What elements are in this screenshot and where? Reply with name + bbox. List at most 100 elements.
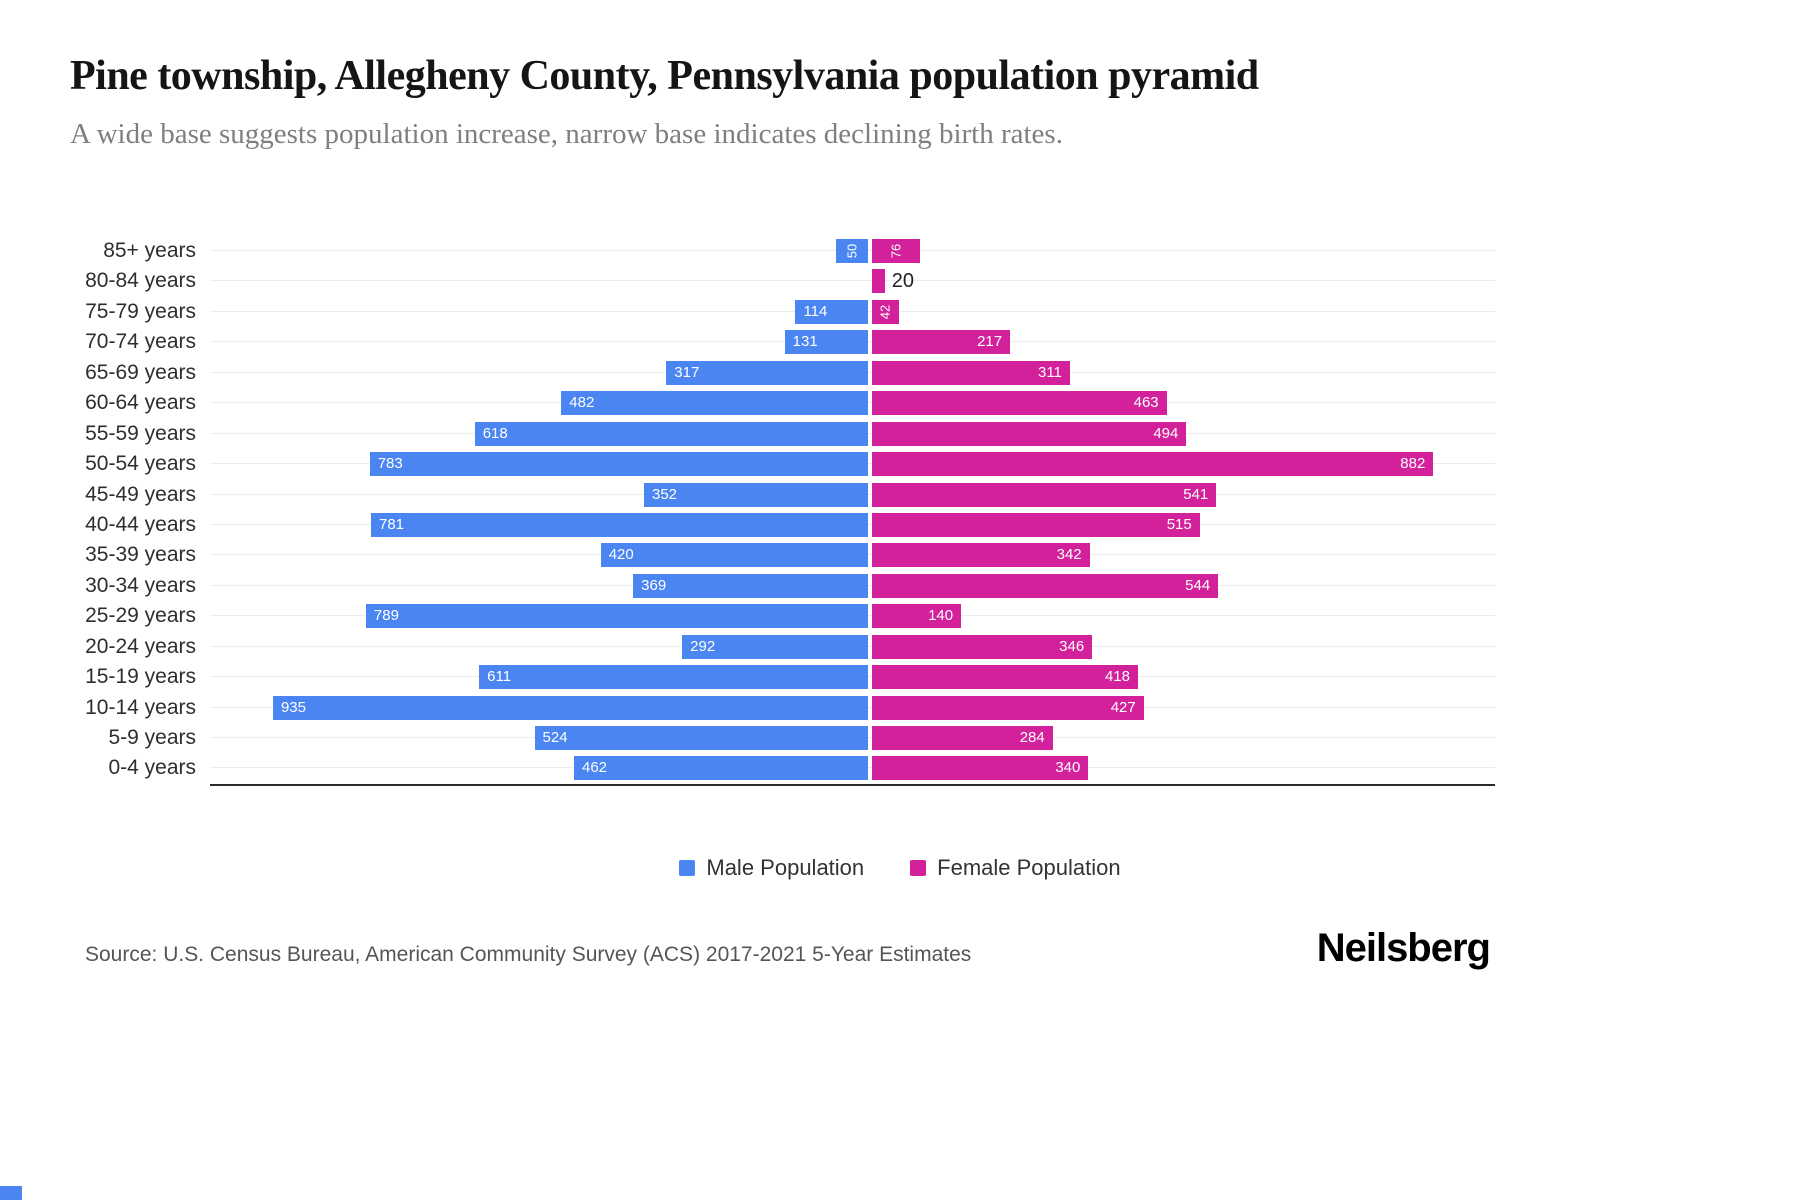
female-value-label: 140: [928, 607, 954, 625]
male-value-label: 292: [690, 637, 716, 655]
row-plot-area: 292 346: [210, 632, 1495, 662]
female-bar[interactable]: 882: [872, 452, 1434, 477]
female-value-label: 494: [1153, 424, 1179, 442]
age-group-label: 30-34 years: [85, 573, 196, 597]
pyramid-row: 30-34 years 369 544: [60, 571, 1495, 601]
pyramid-row: 65-69 years 317 311: [60, 358, 1495, 388]
male-bar[interactable]: 783: [369, 452, 868, 477]
legend-item-female[interactable]: Female Population: [910, 855, 1121, 881]
male-bar[interactable]: 50: [836, 239, 868, 263]
male-value-label: 131: [792, 333, 818, 351]
male-value-label: 420: [608, 546, 634, 564]
female-bar[interactable]: 544: [872, 573, 1219, 598]
female-value-label: 427: [1110, 698, 1136, 716]
legend-label-female: Female Population: [937, 855, 1121, 880]
row-plot-area: 369 544: [210, 571, 1495, 601]
age-group-label: 85+ years: [103, 239, 196, 262]
female-bar[interactable]: 340: [872, 756, 1089, 781]
male-bar[interactable]: 482: [561, 391, 868, 416]
age-group-label: 45-49 years: [85, 482, 196, 506]
pyramid-row: 70-74 years 131 217: [60, 327, 1495, 357]
male-value-label: 611: [487, 668, 512, 686]
pyramid-rows: 85+ years 50 76 80-84 years 20 75-79 years 114…: [60, 236, 1495, 784]
female-value-label: 42: [877, 304, 893, 320]
row-plot-area: 420 342: [210, 540, 1495, 570]
female-bar[interactable]: 284: [872, 726, 1053, 750]
male-bar[interactable]: 292: [682, 634, 868, 659]
male-bar[interactable]: 462: [573, 756, 868, 781]
female-value-label: 340: [1055, 759, 1081, 777]
male-bar[interactable]: 935: [272, 695, 868, 720]
male-bar[interactable]: 317: [666, 360, 868, 385]
female-value-label: 541: [1183, 485, 1209, 503]
pyramid-row: 50-54 years 783 882: [60, 449, 1495, 479]
male-bar[interactable]: 611: [479, 665, 868, 690]
age-group-label: 70-74 years: [85, 330, 196, 354]
male-value-label: 114: [803, 302, 828, 320]
legend: Male Population Female Population: [0, 855, 1800, 881]
row-plot-area: 783 882: [210, 449, 1495, 479]
age-group-label: 60-64 years: [85, 391, 196, 415]
brand-logo[interactable]: Neilsberg: [1316, 926, 1491, 970]
pyramid-row: 75-79 years 114 42: [60, 297, 1495, 327]
male-value-label: 369: [641, 576, 667, 594]
female-value-label: 20: [891, 270, 914, 293]
female-bar[interactable]: 541: [872, 482, 1217, 507]
legend-item-male[interactable]: Male Population: [679, 855, 864, 881]
male-bar[interactable]: 789: [365, 604, 868, 629]
female-bar[interactable]: 76: [872, 239, 921, 263]
female-bar[interactable]: [872, 269, 885, 294]
female-bar[interactable]: 515: [872, 512, 1200, 537]
female-value-label: 882: [1400, 455, 1426, 473]
female-value-label: 418: [1104, 668, 1130, 686]
female-value-label: 342: [1056, 546, 1082, 564]
female-bar[interactable]: 346: [872, 634, 1093, 659]
female-bar[interactable]: 342: [872, 543, 1090, 568]
male-bar[interactable]: 352: [644, 482, 868, 507]
male-bar[interactable]: 618: [474, 421, 868, 446]
row-plot-area: 482 463: [210, 388, 1495, 418]
male-bar[interactable]: 781: [370, 512, 868, 537]
age-group-label: 75-79 years: [85, 299, 196, 323]
male-bar[interactable]: 131: [784, 330, 868, 355]
female-bar[interactable]: 311: [872, 360, 1070, 385]
male-value-label: 783: [377, 455, 403, 473]
male-bar[interactable]: 369: [633, 573, 868, 598]
female-bar[interactable]: 140: [872, 604, 962, 629]
chart-subtitle: A wide base suggests population increase…: [70, 118, 1063, 150]
age-group-label: 35-39 years: [85, 543, 196, 567]
female-bar[interactable]: 427: [872, 695, 1144, 720]
pyramid-row: 35-39 years 420 342: [60, 540, 1495, 570]
male-bar[interactable]: 420: [600, 543, 868, 568]
female-bar[interactable]: 463: [872, 391, 1167, 416]
row-plot-area: 352 541: [210, 480, 1495, 510]
female-value-label: 284: [1019, 729, 1045, 746]
legend-label-male: Male Population: [706, 855, 865, 880]
female-bar[interactable]: 418: [872, 665, 1138, 690]
female-value-label: 217: [977, 333, 1003, 351]
row-plot-area: 50 76: [210, 236, 1495, 266]
female-bar[interactable]: 217: [872, 330, 1011, 355]
x-axis-line: [210, 783, 1495, 786]
female-value-label: 544: [1185, 576, 1211, 594]
age-group-label: 20-24 years: [85, 634, 196, 658]
female-value-label: 515: [1166, 515, 1192, 533]
female-bar[interactable]: 494: [872, 421, 1187, 446]
pyramid-row: 20-24 years 292 346: [60, 632, 1495, 662]
pyramid-row: 15-19 years 611 418: [60, 662, 1495, 692]
female-bar[interactable]: 42: [872, 299, 899, 324]
male-bar[interactable]: 114: [795, 299, 868, 324]
male-value-label: 618: [482, 424, 508, 442]
age-group-label: 65-69 years: [85, 360, 196, 384]
male-value-label: 352: [652, 485, 678, 503]
male-value-label: 482: [569, 394, 595, 412]
row-plot-area: 781 515: [210, 510, 1495, 540]
age-group-label: 40-44 years: [85, 512, 196, 536]
female-value-label: 463: [1133, 394, 1159, 412]
male-swatch-icon: [679, 860, 696, 876]
pyramid-row: 10-14 years 935 427: [60, 693, 1495, 723]
male-bar[interactable]: 524: [534, 726, 868, 750]
female-value-label: 311: [1037, 363, 1062, 381]
age-group-label: 80-84 years: [85, 269, 196, 293]
male-value-label: 462: [581, 759, 608, 777]
